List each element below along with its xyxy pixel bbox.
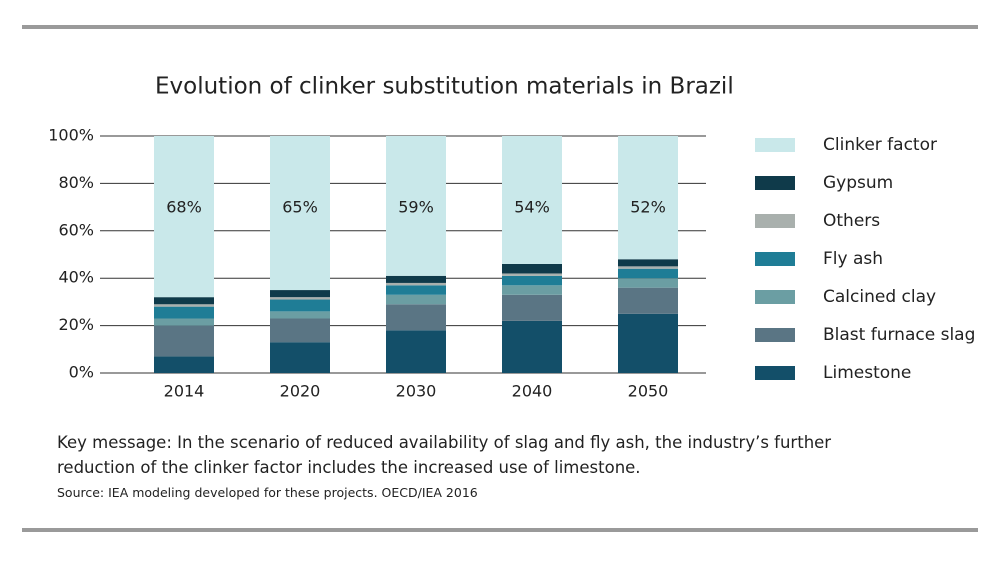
y-tick-label: 40% [58,268,94,287]
source: Source: IEA modeling developed for these… [57,485,478,500]
y-tick-label: 0% [69,363,94,382]
bar-segment [502,320,562,373]
legend-label: Blast furnace slag [823,325,975,345]
bar-segment [154,325,214,357]
bar-segment [270,299,330,312]
legend-label: Clinker factor [823,135,937,155]
x-tick-label: 2014 [164,382,205,401]
bar-segment [502,136,562,264]
y-tick-label: 20% [58,315,94,334]
data-label: 68% [166,198,202,217]
bar-segment [502,263,562,274]
bar-segment [154,136,214,298]
legend-label: Fly ash [823,249,883,269]
bar-segment [154,306,214,319]
legend-swatch [755,328,795,342]
bar-segment [154,297,214,305]
x-tick-label: 2020 [280,382,321,401]
legend-label: Others [823,211,880,231]
bar-segment [618,268,678,279]
top-rule [22,25,978,29]
legend-swatch [755,138,795,152]
bar-segment [270,342,330,373]
bar-segment [618,266,678,269]
bar-segment [502,275,562,286]
bar-segment [270,290,330,298]
x-tick-label: 2050 [628,382,669,401]
bar-segment [502,273,562,276]
bar-segment [386,294,446,305]
bar-segment [270,311,330,319]
data-label: 59% [398,198,434,217]
legend-label: Gypsum [823,173,893,193]
bar-segment [386,136,446,276]
legend-label: Limestone [823,363,911,383]
y-tick-label: 100% [48,126,94,145]
bar-segment [618,278,678,288]
legend-swatch [755,214,795,228]
bar-segment [154,318,214,326]
bar-segment [386,275,446,283]
bar-segment [502,285,562,295]
bar-segment [386,330,446,373]
bar-segment [386,304,446,331]
bar-segment [270,297,330,300]
y-tick-label: 60% [58,220,94,239]
bar-segment [154,304,214,307]
bar-segment [618,287,678,314]
x-tick-label: 2030 [396,382,437,401]
bar-segment [618,136,678,260]
bar-segment [386,282,446,286]
bar-segment [154,356,214,373]
key-message: Key message: In the scenario of reduced … [57,433,832,477]
bar-segment [618,259,678,267]
legend-label: Calcined clay [823,287,936,307]
bar-segment [270,136,330,291]
data-label: 52% [630,198,666,217]
x-tick-label: 2040 [512,382,553,401]
legend-swatch [755,366,795,380]
bar-segment [270,318,330,343]
legend-swatch [755,290,795,304]
bar-segment [502,294,562,321]
data-label: 54% [514,198,550,217]
legend-swatch [755,252,795,266]
data-label: 65% [282,198,318,217]
bottom-rule [22,528,978,532]
chart-title: Evolution of clinker substitution materi… [155,74,734,100]
bar-segment [386,285,446,295]
bar-segment [618,313,678,373]
y-tick-label: 80% [58,173,94,192]
legend-swatch [755,176,795,190]
